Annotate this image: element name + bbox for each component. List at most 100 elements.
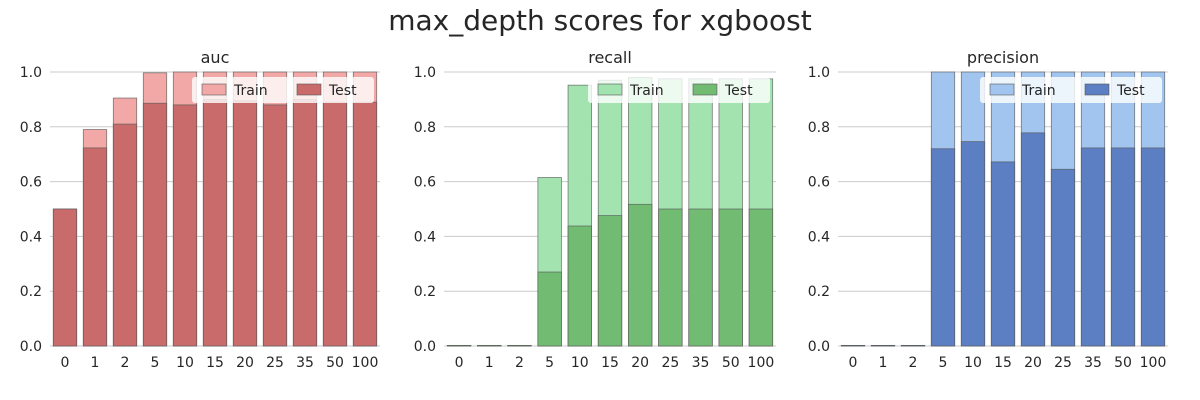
bar-test-20: [1020, 132, 1046, 347]
legend-box: [192, 77, 374, 103]
bar-test-50: [322, 101, 348, 347]
y-tick-label: 1.0: [414, 65, 436, 81]
x-tick-label: 15: [994, 355, 1012, 371]
bar-test-50: [1110, 147, 1136, 347]
y-tick-label: 0.6: [414, 175, 436, 191]
x-tick-label: 25: [661, 355, 679, 371]
x-tick-label: 100: [748, 355, 775, 371]
x-tick-label: 100: [352, 355, 379, 371]
bar-test-0: [446, 344, 472, 347]
legend: Train Test: [980, 77, 1162, 103]
legend-label-test: Test: [1116, 83, 1145, 99]
x-tick-label: 15: [206, 355, 224, 371]
bar-test-1: [477, 344, 502, 347]
bar-test-15: [597, 215, 623, 347]
legend-box: [588, 77, 770, 103]
bar-test-0: [52, 208, 78, 347]
legend-swatch-train: [201, 83, 227, 96]
x-tick-label: 10: [571, 355, 589, 371]
x-tick-label: 20: [1024, 355, 1042, 371]
x-tick-label: 25: [1054, 355, 1072, 371]
x-tick-label: 0: [455, 355, 464, 371]
legend: Train Test: [588, 77, 770, 103]
chart-panel-precision: 0.00.20.40.60.81.00 1 2 5 10 15 20 25 35 50 100pre…: [808, 48, 1168, 371]
bar-test-2: [507, 344, 532, 347]
y-tick-label: 0.2: [414, 284, 436, 300]
y-tick-label: 0.2: [20, 284, 42, 300]
legend: Train Test: [192, 77, 374, 103]
x-tick-label: 25: [266, 355, 284, 371]
legend-swatch-test: [692, 83, 718, 96]
x-tick-label: 10: [964, 355, 982, 371]
panel-title: auc: [201, 48, 230, 67]
x-tick-label: 2: [121, 355, 130, 371]
y-tick-label: 1.0: [20, 65, 42, 81]
x-tick-label: 5: [151, 355, 160, 371]
y-tick-label: 0.6: [20, 175, 42, 191]
bar-test-25: [658, 208, 683, 347]
bar-test-25: [262, 104, 288, 347]
y-tick-label: 0.8: [20, 120, 42, 136]
bar-test-100: [352, 101, 378, 347]
bar-test-35: [292, 99, 318, 347]
x-tick-label: 100: [1140, 355, 1167, 371]
x-tick-label: 2: [909, 355, 918, 371]
y-tick-label: 0.4: [414, 229, 436, 245]
x-tick-label: 15: [601, 355, 619, 371]
bar-test-35: [1080, 147, 1106, 347]
bar-test-25: [1050, 168, 1076, 347]
y-tick-label: 0.0: [20, 339, 42, 355]
bar-test-10: [172, 104, 198, 347]
chart-panel-recall: 0.00.20.40.60.81.00 1 2 5 10 15 20 25 35 50 100rec…: [414, 48, 776, 371]
x-tick-label: 0: [61, 355, 70, 371]
y-tick-label: 1.0: [808, 65, 830, 81]
x-tick-label: 50: [722, 355, 740, 371]
bar-test-5: [930, 148, 956, 347]
y-tick-label: 0.0: [414, 339, 436, 355]
bar-test-50: [718, 208, 743, 347]
x-tick-label: 35: [1084, 355, 1102, 371]
bar-test-10: [567, 225, 592, 347]
bar-test-20: [628, 203, 653, 347]
x-tick-label: 1: [91, 355, 100, 371]
bar-test-100: [1140, 147, 1166, 347]
panel-title: precision: [967, 48, 1039, 67]
bar-test-1: [82, 147, 108, 347]
bar-test-10: [960, 141, 986, 347]
figure-title: max_depth scores for xgboost: [388, 4, 812, 37]
x-tick-label: 5: [545, 355, 554, 371]
legend-swatch-test: [296, 83, 322, 96]
legend-label-train: Train: [629, 83, 664, 99]
x-tick-label: 5: [939, 355, 948, 371]
x-tick-label: 50: [1114, 355, 1132, 371]
y-tick-label: 0.6: [808, 175, 830, 191]
y-tick-label: 0.8: [808, 120, 830, 136]
legend-label-train: Train: [1021, 83, 1056, 99]
bar-test-15: [990, 161, 1016, 347]
y-tick-label: 0.0: [808, 339, 830, 355]
bar-test-20: [232, 100, 258, 347]
chart-panel-auc: 0.00.20.40.60.81.00 1 2 5 10 15 20 25 35 50 100auc…: [20, 48, 380, 371]
x-tick-label: 20: [236, 355, 254, 371]
legend-label-test: Test: [724, 83, 753, 99]
y-tick-label: 0.8: [414, 120, 436, 136]
legend-label-train: Train: [233, 83, 268, 99]
legend-swatch-train: [597, 83, 623, 96]
panel-title: recall: [588, 48, 632, 67]
bar-test-5: [142, 102, 168, 347]
legend-swatch-train: [989, 83, 1015, 96]
x-tick-label: 10: [176, 355, 194, 371]
legend-swatch-test: [1084, 83, 1110, 96]
legend-box: [980, 77, 1162, 103]
bar-test-0: [840, 344, 866, 347]
y-tick-label: 0.2: [808, 284, 830, 300]
x-tick-label: 35: [296, 355, 314, 371]
bar-test-15: [202, 99, 228, 347]
bar-test-1: [870, 344, 896, 347]
bar-test-2: [900, 344, 926, 347]
bar-test-35: [688, 208, 713, 347]
x-tick-label: 1: [485, 355, 494, 371]
x-tick-label: 0: [849, 355, 858, 371]
y-tick-label: 0.4: [808, 229, 830, 245]
